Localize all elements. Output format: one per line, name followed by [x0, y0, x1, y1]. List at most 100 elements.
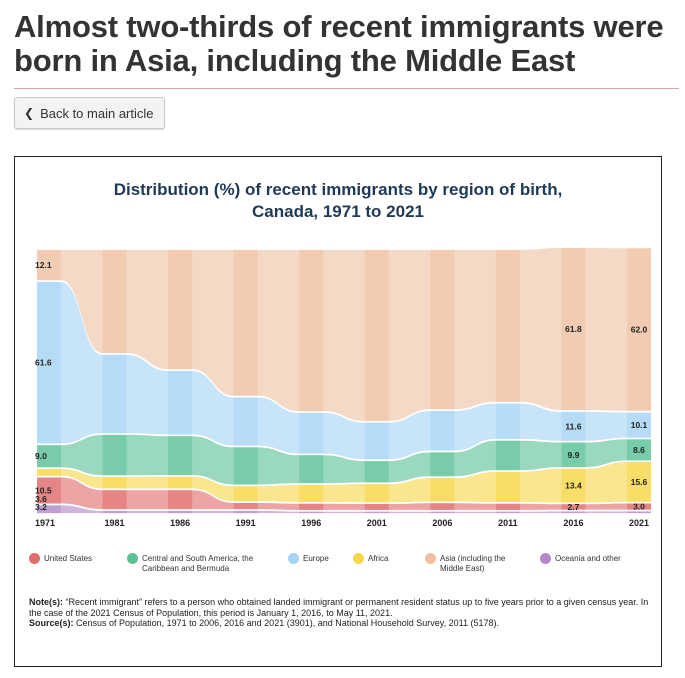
- bar-asia-2006: [430, 249, 455, 410]
- page-title: Almost two-thirds of recent immigrants w…: [14, 9, 664, 78]
- bar-csa-2006: [430, 452, 455, 477]
- value-label-asia-2021: 62.0: [631, 325, 648, 335]
- bar-oceania-1996: [299, 511, 324, 514]
- chart-title-line-2: Canada, 1971 to 2021: [252, 202, 424, 221]
- bar-csa-1971: [37, 445, 61, 468]
- bar-africa-1991: [233, 486, 258, 502]
- stream-chart: 61.6 12.1 10.5 9.0 3.63.2 61.8 13.4 11.6 9.9 2.7 6…: [35, 248, 651, 528]
- legend-swatch-us: [29, 553, 40, 564]
- value-label-csa-2021: 8.6: [633, 445, 645, 455]
- x-tick-label-1986: 1986: [170, 518, 190, 528]
- source-text: Census of Population, 1971 to 2006, 2016…: [76, 618, 500, 629]
- value-label-us-2021: 3.0: [633, 502, 645, 512]
- legend-item-oceania: Oceania and other: [540, 553, 621, 564]
- bar-europe-2006: [430, 411, 455, 451]
- bar-us-1981: [102, 490, 127, 510]
- chevron-left-icon: ❮: [24, 106, 35, 120]
- bar-asia-1986: [168, 249, 193, 370]
- legend-label-line: Central and South America, the: [142, 554, 254, 563]
- bar-oceania-1981: [102, 510, 127, 514]
- bar-africa-1996: [299, 484, 324, 502]
- value-label-csa-1971: 9.0: [35, 451, 47, 461]
- value-label-us-1971: 10.5: [35, 486, 52, 496]
- bar-us-2016: [561, 504, 586, 510]
- bar-asia-2001: [364, 249, 389, 421]
- x-tick-label-2011: 2011: [498, 518, 518, 528]
- chart-notes: Note(s): “Recent immigrant” refers to a …: [29, 597, 654, 629]
- chart-figure: Distribution (%) of recent immigrants by…: [14, 156, 662, 667]
- bar-us-2011: [495, 503, 520, 510]
- back-to-main-article-button[interactable]: ❮ Back to main article: [14, 97, 165, 129]
- bar-africa-2011: [495, 471, 520, 502]
- legend-swatch-europe: [288, 553, 299, 564]
- bar-europe-2011: [495, 403, 520, 439]
- legend-item-europe: Europe: [288, 553, 329, 564]
- legend-item-us: United States: [29, 553, 92, 564]
- bar-africa-2001: [364, 484, 389, 503]
- x-tick-label-1991: 1991: [236, 518, 256, 528]
- bar-asia-1981: [102, 249, 127, 354]
- bar-africa-1981: [102, 477, 127, 489]
- legend-swatch-oceania: [540, 553, 551, 564]
- bar-csa-2011: [495, 440, 520, 471]
- bar-africa-1986: [168, 476, 193, 489]
- x-tick-label-1971: 1971: [35, 518, 55, 528]
- bar-asia-1996: [299, 249, 324, 412]
- bar-europe-2021: [627, 412, 651, 438]
- x-tick-label-2016: 2016: [563, 518, 583, 528]
- bar-oceania-1986: [168, 510, 193, 514]
- bar-africa-2006: [430, 478, 455, 502]
- bar-oceania-2016: [561, 511, 586, 514]
- note-label: Note(s):: [29, 597, 63, 607]
- legend-swatch-africa: [353, 553, 364, 564]
- bar-csa-1996: [299, 455, 324, 484]
- bar-europe-2016: [561, 411, 586, 441]
- note-text: “Recent immigrant” refers to a person wh…: [29, 597, 649, 618]
- bar-asia-2016: [561, 248, 586, 411]
- bar-oceania-2006: [430, 511, 455, 514]
- bar-us-2006: [430, 503, 455, 510]
- value-label-europe-2016: 11.6: [565, 421, 581, 431]
- bar-oceania-1991: [233, 510, 258, 514]
- value-label-europe-1971: 61.6: [35, 358, 52, 368]
- bar-oceania-2011: [495, 511, 520, 514]
- chart-title: Distribution (%) of recent immigrants by…: [15, 179, 661, 223]
- bar-asia-2011: [495, 249, 520, 402]
- value-label-oceania-1971: 3.6: [35, 494, 47, 504]
- source-paragraph: Source(s): Census of Population, 1971 to…: [29, 618, 654, 629]
- legend-label-line: Africa: [368, 554, 389, 563]
- legend-label-oceania: Oceania and other: [555, 554, 621, 564]
- legend-label-europe: Europe: [303, 554, 329, 564]
- bar-us-1971: [37, 477, 61, 504]
- bar-asia-1971: [37, 249, 61, 281]
- back-button-label: Back to main article: [40, 105, 154, 121]
- bar-us-1996: [299, 503, 324, 510]
- chart-title-line-1: Distribution (%) of recent immigrants by…: [113, 180, 563, 199]
- legend-label-us: United States: [44, 554, 92, 564]
- bar-csa-2021: [627, 439, 651, 461]
- value-label-europe-2021: 10.1: [631, 420, 648, 430]
- note-paragraph: Note(s): “Recent immigrant” refers to a …: [29, 597, 654, 618]
- bar-asia-1991: [233, 249, 258, 396]
- bar-europe-1971: [37, 281, 61, 444]
- bar-europe-1991: [233, 397, 258, 446]
- bar-oceania-2001: [364, 511, 389, 514]
- legend-label-csa: Central and South America, the Caribbean …: [142, 554, 253, 574]
- bar-europe-1986: [168, 371, 193, 435]
- legend-swatch-csa: [127, 553, 138, 564]
- value-label-csa-2016: 9.9: [568, 450, 580, 460]
- value-label-africa-2021: 15.6: [631, 477, 648, 487]
- value-label-us-2016: 2.7: [568, 502, 580, 512]
- legend-label-line: Caribbean and Bermuda: [142, 564, 230, 573]
- bar-oceania-1971: [37, 505, 61, 514]
- bar-europe-1996: [299, 412, 324, 454]
- bar-csa-2001: [364, 461, 389, 483]
- x-tick-label-2001: 2001: [367, 518, 387, 528]
- value-label-asia-1971: 12.1: [35, 260, 52, 270]
- bar-us-1986: [168, 490, 193, 510]
- legend-label-line: United States: [44, 554, 93, 563]
- bar-africa-2021: [627, 462, 651, 502]
- value-label-asia-2016: 61.8: [565, 324, 582, 334]
- bar-europe-2001: [364, 422, 389, 460]
- bar-europe-1981: [102, 354, 127, 434]
